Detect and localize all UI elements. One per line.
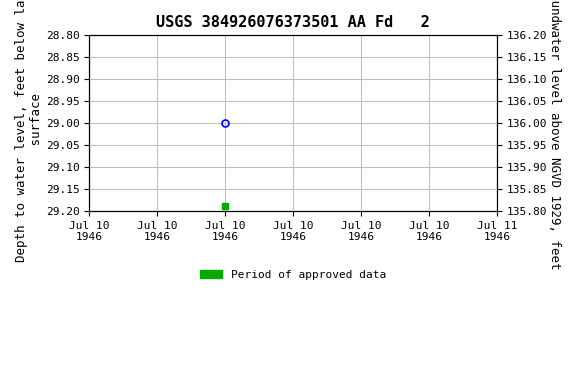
Legend: Period of approved data: Period of approved data xyxy=(195,265,391,284)
Title: USGS 384926076373501 AA Fd   2: USGS 384926076373501 AA Fd 2 xyxy=(156,15,430,30)
Y-axis label: Depth to water level, feet below land
 surface: Depth to water level, feet below land su… xyxy=(15,0,43,262)
Y-axis label: Groundwater level above NGVD 1929, feet: Groundwater level above NGVD 1929, feet xyxy=(548,0,561,269)
